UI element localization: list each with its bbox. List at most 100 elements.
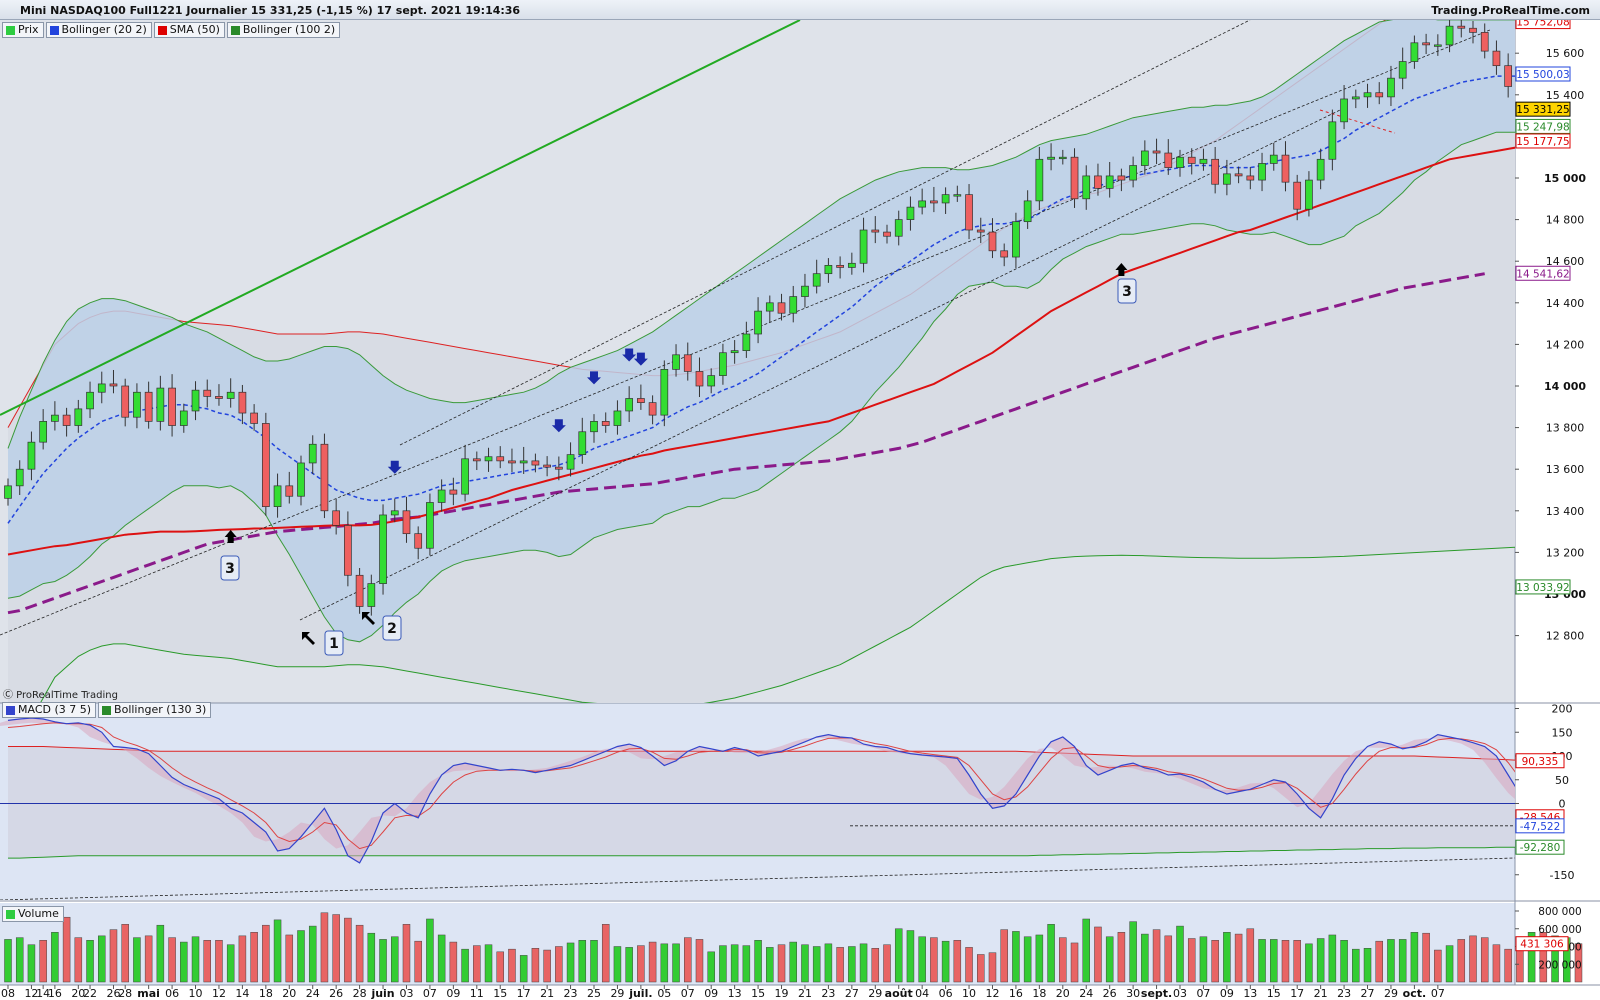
candle-body xyxy=(191,389,200,412)
legend-label: Bollinger (100 2) xyxy=(242,23,336,36)
candle xyxy=(1234,166,1243,184)
volume-bar xyxy=(1047,924,1055,983)
candle-body xyxy=(1211,158,1220,185)
x-tick-label: 19 xyxy=(775,987,789,1000)
candle-body xyxy=(1492,50,1501,67)
price-tick-label: 14 600 xyxy=(1546,255,1585,268)
volume-bar xyxy=(883,944,891,983)
volume-bar xyxy=(965,947,973,983)
volume-bar xyxy=(109,929,118,983)
volume-bar xyxy=(27,944,36,983)
candle-body xyxy=(1410,42,1419,62)
candle-body xyxy=(613,410,622,426)
candle xyxy=(765,295,774,323)
legend-item[interactable]: Volume xyxy=(2,906,64,922)
legend-item[interactable]: Bollinger (130 3) xyxy=(98,702,212,718)
candle xyxy=(1492,40,1501,75)
candle xyxy=(297,455,305,506)
macd-tag: -92,280 xyxy=(1515,839,1565,855)
x-tick-label: 21 xyxy=(798,987,812,1000)
candle-body xyxy=(203,389,212,397)
volume-bar xyxy=(848,946,856,983)
candle-body xyxy=(1387,77,1395,98)
candle xyxy=(660,360,669,427)
sma50-line xyxy=(7,146,1515,556)
price-tag: 13 033,92 xyxy=(1515,579,1571,595)
macd-tag: 90,335 xyxy=(1515,753,1565,769)
legend-item[interactable]: Bollinger (100 2) xyxy=(226,22,341,38)
candle-body xyxy=(261,423,270,507)
volume-bar xyxy=(590,940,598,983)
candle-body xyxy=(1023,200,1032,223)
candle-body xyxy=(27,441,36,470)
volume-bar xyxy=(566,942,575,983)
volume-bar xyxy=(543,949,551,983)
legend-item[interactable]: Bollinger (20 2) xyxy=(45,22,152,38)
volume-bar xyxy=(1070,942,1079,983)
volume-bar xyxy=(1375,940,1383,983)
volume-bar xyxy=(625,947,633,983)
legend-label: Volume xyxy=(18,907,59,920)
candle-body xyxy=(1422,42,1430,46)
candle xyxy=(1035,147,1044,211)
macd-plot xyxy=(0,717,1515,900)
x-tick-label: 29 xyxy=(610,987,624,1000)
macd-trendline xyxy=(0,857,1515,900)
candle-body xyxy=(390,510,399,516)
candle-body xyxy=(1000,250,1009,258)
trendline-dashed xyxy=(0,29,1491,636)
volume-bar xyxy=(1199,936,1208,983)
candle-body xyxy=(1187,156,1196,164)
volume-bar xyxy=(1082,918,1090,983)
x-tick-label: 04 xyxy=(915,987,929,1000)
candle-body xyxy=(97,383,106,393)
price-tag-label: 15 177,75 xyxy=(1516,136,1569,148)
candle xyxy=(1351,89,1360,109)
x-tick-label: 20 xyxy=(282,987,296,1000)
candle-body xyxy=(1140,150,1149,166)
candle xyxy=(1305,171,1313,217)
x-tick-label: 15 xyxy=(493,987,507,1000)
volume-bar xyxy=(1504,948,1512,983)
candle-body xyxy=(730,350,739,354)
candle xyxy=(156,375,165,431)
trendline-green xyxy=(0,20,801,416)
legend-swatch xyxy=(157,25,167,35)
candle xyxy=(1140,140,1149,175)
volume-bar xyxy=(98,935,106,983)
candle-body xyxy=(590,421,598,433)
price-tick-label: 14 400 xyxy=(1546,297,1585,310)
legend-item[interactable]: SMA (50) xyxy=(153,22,225,38)
volume-bar xyxy=(355,924,364,983)
volume-bar xyxy=(15,937,24,983)
x-tick-label: 09 xyxy=(446,987,460,1000)
candle xyxy=(379,504,387,595)
candle xyxy=(367,574,376,616)
price-tag-label: 15 500,03 xyxy=(1516,69,1569,81)
volume-bar xyxy=(695,939,704,983)
x-tick-label: 17 xyxy=(517,987,531,1000)
candle xyxy=(261,412,270,516)
price-tag: 15 177,75 xyxy=(1515,133,1571,149)
annotation-number: 2 xyxy=(387,621,397,637)
candle-body xyxy=(976,229,985,233)
up-arrow-icon xyxy=(1115,263,1128,276)
volume-bar xyxy=(801,944,809,983)
candle-body xyxy=(156,387,165,422)
volume-bar xyxy=(1574,943,1583,983)
legend-item[interactable]: Prix xyxy=(2,22,44,38)
macd-tag: -47,522 xyxy=(1515,818,1565,834)
candle xyxy=(320,433,329,519)
price-tick-label: 14 200 xyxy=(1546,338,1585,351)
candle-body xyxy=(1164,152,1173,168)
candle-body xyxy=(871,229,880,233)
legend-item[interactable]: MACD (3 7 5) xyxy=(2,702,97,718)
candle xyxy=(941,187,950,214)
volume-bar xyxy=(871,948,880,983)
candle-body xyxy=(168,387,176,426)
legend-swatch xyxy=(6,25,15,35)
x-tick-label: 05 xyxy=(657,987,671,1000)
volume-bar xyxy=(1539,932,1548,983)
candle-body xyxy=(215,396,223,399)
